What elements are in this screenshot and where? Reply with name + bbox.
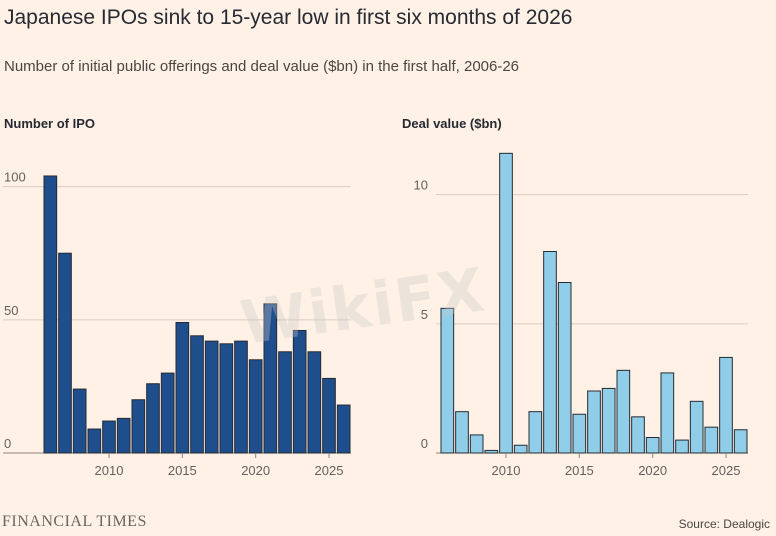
ipo-bar-2006 <box>43 175 58 454</box>
ipo-bar-2014 <box>160 372 175 454</box>
deal-bar-2025 <box>719 356 733 454</box>
ipo-bar-2021 <box>263 303 278 454</box>
deal-y-tick-label: 5 <box>421 307 428 322</box>
ipo-y-tick-label: 100 <box>4 170 26 185</box>
ipo-y-tick-label: 0 <box>4 436 11 451</box>
ipo-bar-2018 <box>219 343 234 454</box>
deal-bar-2014 <box>557 282 572 454</box>
deal-bar-2008 <box>469 434 484 454</box>
deal-bar-2012 <box>528 411 543 454</box>
deal-bar-2013 <box>543 251 557 454</box>
ipo-bar-2025 <box>322 377 336 454</box>
ipo-bar-2026 <box>336 404 351 454</box>
deal-bar-2023 <box>689 400 704 454</box>
ipo-x-tick-label: 2025 <box>315 463 344 478</box>
deal-bar-2006 <box>440 307 455 454</box>
ipo-bar-2023 <box>292 329 307 454</box>
ipo-x-tick-label: 2020 <box>241 463 270 478</box>
deal-bar-2010 <box>499 152 513 454</box>
ipo-bar-2007 <box>58 252 72 454</box>
ipo-bar-2022 <box>278 351 292 454</box>
ipo-bar-2016 <box>190 335 204 454</box>
ipo-bar-2008 <box>72 388 87 454</box>
deal-bar-2022 <box>675 439 689 454</box>
ipo-x-tick-label: 2010 <box>95 463 124 478</box>
deal-bar-2011 <box>513 444 528 454</box>
publisher-logo: FINANCIAL TIMES <box>2 513 147 530</box>
ipo-bar-2012 <box>131 399 146 454</box>
ipo-bar-2013 <box>146 383 160 454</box>
deal-bar-2019 <box>631 416 645 454</box>
deal-bar-2021 <box>660 372 675 454</box>
ipo-bar-2015 <box>175 321 190 454</box>
source-note: Source: Dealogic <box>678 517 770 531</box>
ipo-bar-2009 <box>87 428 102 454</box>
deal-bar-2015 <box>572 413 587 454</box>
deal-bar-2016 <box>587 390 601 454</box>
ipo-bar-2010 <box>102 420 116 454</box>
deal-bar-2024 <box>704 426 719 454</box>
deal-bar-2017 <box>601 387 616 454</box>
deal-x-tick-label: 2015 <box>565 463 594 478</box>
deal-bar-2018 <box>616 369 631 454</box>
deal-bar-2020 <box>645 437 660 454</box>
ipo-x-tick-label: 2015 <box>168 463 197 478</box>
deal-y-tick-label: 0 <box>421 436 428 451</box>
deal-y-tick-label: 10 <box>414 178 428 193</box>
chart-subtitle: Number of initial public offerings and d… <box>4 58 520 75</box>
deal-x-tick-label: 2020 <box>638 463 667 478</box>
deal-value-panel-title: Deal value ($bn) <box>402 116 502 131</box>
deal-bar-2009 <box>484 449 499 454</box>
ipo-bar-2011 <box>116 417 131 454</box>
ipo-count-chart: 0 50 100 2010 2015 2020 2025 <box>3 170 351 478</box>
deal-x-tick-label: 2025 <box>712 463 741 478</box>
ipo-bar-2020 <box>248 359 263 454</box>
deal-value-chart: 0 5 10 2010 2015 2020 2025 <box>414 152 748 478</box>
deal-bar-2007 <box>455 411 469 454</box>
ipo-count-panel-title: Number of IPO <box>4 116 96 131</box>
ipo-bar-2017 <box>204 340 219 454</box>
deal-x-tick-label: 2010 <box>492 463 521 478</box>
deal-bar-2026 <box>733 429 748 454</box>
ipo-y-tick-label: 50 <box>4 303 18 318</box>
ipo-bar-2024 <box>307 351 322 454</box>
ipo-bar-2019 <box>234 340 248 454</box>
chart-title: Japanese IPOs sink to 15-year low in fir… <box>4 6 573 29</box>
